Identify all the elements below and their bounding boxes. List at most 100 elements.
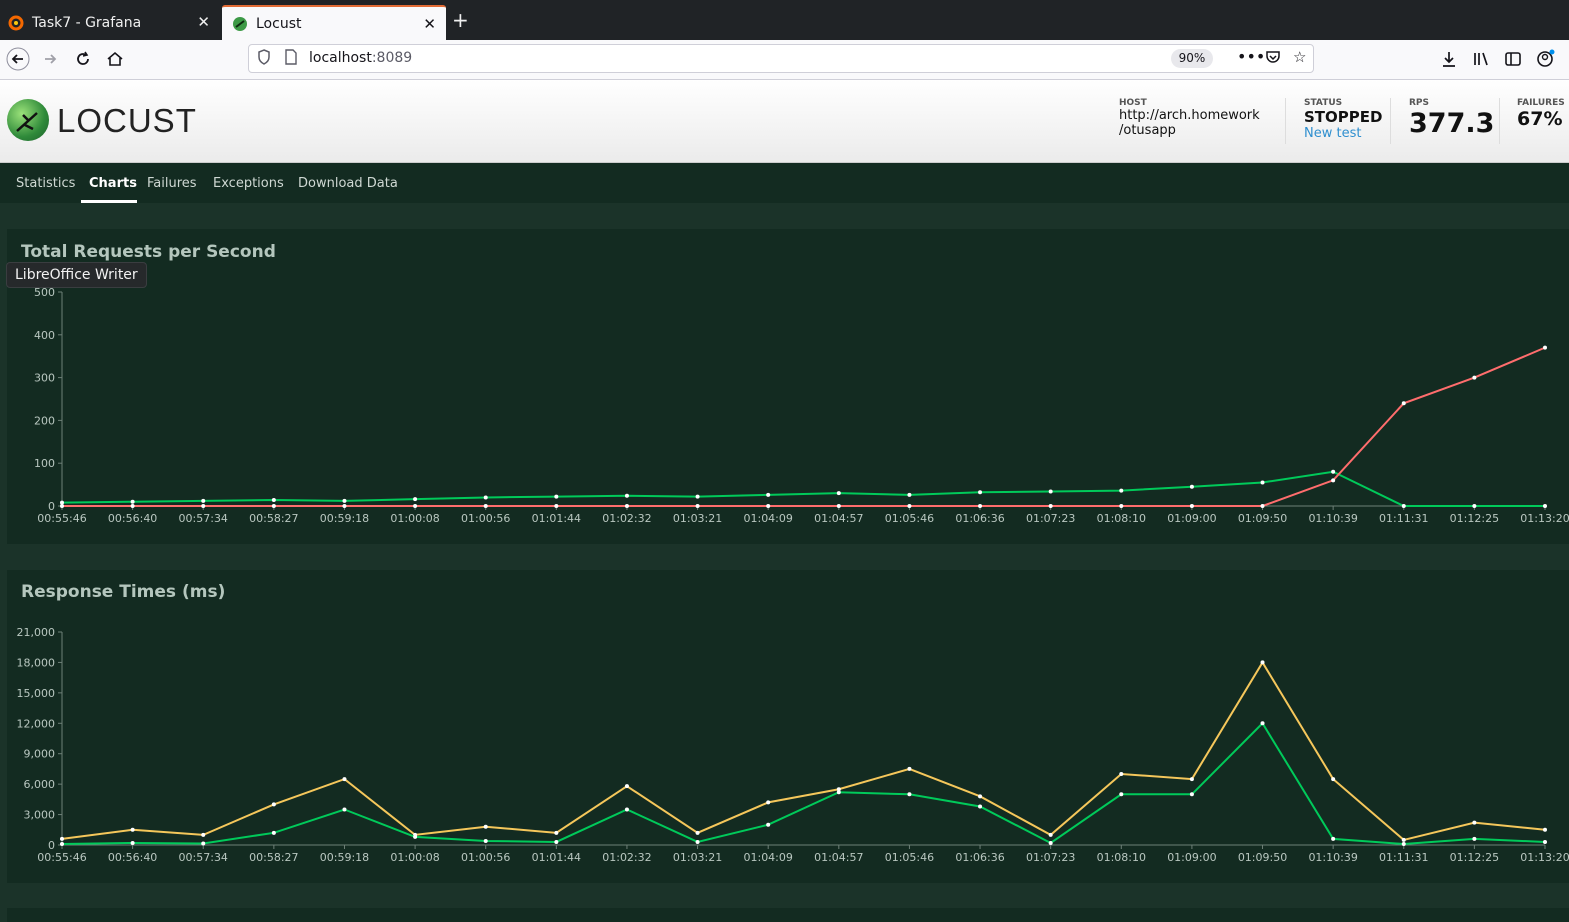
- rps-chart[interactable]: 0 100 200 300 400 500 00:55:46 00:56:40 00:57:34…: [7, 229, 1569, 544]
- x-tick-label: 01:03:21: [673, 512, 722, 525]
- browser-tab-grafana[interactable]: Task7 - Grafana ✕: [0, 5, 220, 40]
- brand-name: LOCUST: [57, 102, 197, 139]
- locust-icon: [232, 16, 248, 32]
- x-tick-label: 00:57:34: [179, 512, 228, 525]
- y-tick-label: 21,000: [17, 626, 56, 639]
- data-point: [1189, 504, 1194, 508]
- host-box: HOST http://arch.homework /otusapp: [1119, 98, 1260, 138]
- y-tick-label: 6,000: [24, 778, 56, 791]
- data-point: [1189, 792, 1194, 797]
- back-icon[interactable]: [6, 47, 30, 78]
- x-tick-label: 01:07:23: [1026, 512, 1075, 525]
- tab-statistics[interactable]: Statistics: [16, 176, 76, 191]
- main-nav: Statistics Charts Failures Exceptions Do…: [0, 163, 1569, 203]
- y-tick-label: 9,000: [24, 748, 56, 761]
- data-point: [1543, 504, 1547, 508]
- data-point: [130, 840, 135, 845]
- divider: [1390, 98, 1391, 144]
- shield-icon[interactable]: [257, 48, 271, 70]
- response-times-chart[interactable]: 0 3,000 6,000 9,000 12,000 15,000 18,000 21,000…: [7, 570, 1569, 883]
- x-tick-label: 01:12:25: [1450, 851, 1499, 864]
- y-tick-label: 200: [34, 414, 55, 427]
- data-point: [836, 491, 841, 496]
- tab-charts[interactable]: Charts: [89, 176, 137, 191]
- page-icon: [285, 48, 297, 70]
- library-icon[interactable]: [1469, 47, 1493, 78]
- x-tick-label: 00:56:40: [108, 851, 157, 864]
- x-tick-label: 01:02:32: [602, 512, 651, 525]
- tab-download-data[interactable]: Download Data: [298, 176, 398, 191]
- home-icon[interactable]: [103, 47, 127, 78]
- y-tick-label: 18,000: [17, 656, 56, 669]
- data-point: [1048, 840, 1053, 845]
- y-tick-label: 3,000: [24, 809, 56, 822]
- bookmark-star-icon[interactable]: ☆: [1293, 48, 1307, 66]
- close-icon[interactable]: ✕: [197, 13, 210, 31]
- chart-title: Response Times (ms): [21, 582, 226, 602]
- x-tick-label: 01:02:32: [602, 851, 651, 864]
- x-tick-label: 01:04:09: [743, 512, 792, 525]
- url-bar[interactable]: localhost:8089 90% ••• ☆: [248, 44, 1314, 73]
- y-tick-label: 15,000: [17, 687, 56, 700]
- divider: [1285, 98, 1286, 144]
- data-point: [271, 504, 276, 508]
- failures-box: FAILURES 67%: [1517, 98, 1565, 130]
- data-point: [60, 500, 64, 505]
- data-point: [554, 504, 559, 508]
- series-line-1: [61, 721, 1546, 845]
- browser-toolbar: localhost:8089 90% ••• ☆: [0, 40, 1569, 80]
- browser-tab-locust[interactable]: Locust ✕: [222, 5, 446, 40]
- forward-icon[interactable]: [39, 47, 63, 78]
- data-point: [271, 498, 276, 503]
- x-tick-label: 01:10:39: [1308, 512, 1357, 525]
- data-point: [130, 504, 135, 508]
- x-tick-label: 01:01:44: [532, 851, 581, 864]
- new-tab-icon[interactable]: +: [452, 8, 469, 32]
- status-value: STOPPED: [1304, 108, 1383, 126]
- data-point: [624, 807, 629, 812]
- more-actions-icon[interactable]: •••: [1237, 47, 1266, 66]
- data-point: [271, 830, 276, 835]
- data-point: [483, 824, 488, 829]
- x-tick-label: 00:55:46: [37, 512, 86, 525]
- data-point: [483, 495, 488, 500]
- reload-icon[interactable]: [71, 47, 95, 78]
- tooltip: LibreOffice Writer: [6, 262, 147, 288]
- x-tick-label: 01:09:50: [1238, 512, 1287, 525]
- x-tick-label: 01:00:08: [390, 512, 439, 525]
- status-label: STATUS: [1304, 98, 1343, 108]
- grafana-icon: [8, 15, 24, 31]
- y-tick-label: 0: [48, 839, 55, 852]
- data-point: [342, 777, 347, 782]
- zoom-level[interactable]: 90%: [1171, 49, 1213, 68]
- data-point: [271, 802, 276, 807]
- data-point: [836, 787, 841, 792]
- x-tick-label: 01:05:46: [885, 512, 934, 525]
- new-test-link[interactable]: New test: [1304, 126, 1362, 141]
- data-point: [342, 498, 347, 503]
- account-icon[interactable]: [1533, 47, 1557, 78]
- x-tick-label: 00:56:40: [108, 512, 157, 525]
- data-point: [978, 504, 983, 508]
- sidebar-icon[interactable]: [1501, 47, 1525, 78]
- data-point: [1331, 836, 1336, 841]
- divider: [1499, 98, 1500, 144]
- x-tick-label: 00:59:18: [320, 851, 369, 864]
- data-point: [836, 790, 841, 795]
- tab-exceptions[interactable]: Exceptions: [213, 176, 284, 191]
- close-icon[interactable]: ✕: [423, 15, 436, 33]
- pocket-icon[interactable]: [1265, 48, 1281, 70]
- data-point: [483, 504, 488, 508]
- downloads-icon[interactable]: [1437, 47, 1461, 78]
- data-point: [413, 497, 418, 502]
- data-point: [1331, 478, 1336, 483]
- x-tick-label: 01:08:10: [1097, 512, 1146, 525]
- data-point: [60, 504, 64, 508]
- data-point: [1260, 480, 1265, 485]
- url-text: localhost:8089: [309, 50, 413, 66]
- data-point: [695, 839, 700, 844]
- tab-failures[interactable]: Failures: [147, 176, 197, 191]
- data-point: [413, 834, 418, 839]
- x-tick-label: 01:00:56: [461, 512, 510, 525]
- data-point: [978, 794, 983, 799]
